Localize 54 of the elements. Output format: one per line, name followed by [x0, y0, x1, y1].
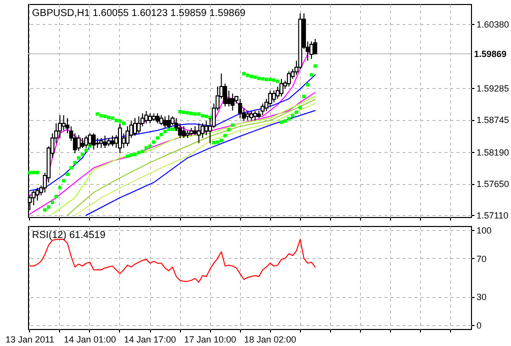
candlestick — [102, 135, 107, 148]
candlestick — [62, 114, 66, 131]
candlestick — [268, 90, 272, 107]
y-tick-label: 0 — [476, 320, 482, 331]
candlestick — [286, 70, 291, 88]
y-tick-label: 1.60380 — [476, 19, 510, 30]
candlestick — [156, 112, 160, 124]
candlestick — [132, 118, 137, 136]
chart-title: RSI(12) 61.4519 — [32, 230, 106, 241]
candlestick — [148, 112, 152, 124]
candlestick — [196, 122, 201, 144]
candlestick — [260, 102, 265, 116]
candlestick — [163, 116, 168, 129]
candlestick — [92, 132, 96, 150]
candlestick — [110, 135, 114, 147]
candlestick — [35, 187, 40, 202]
y-tick-label: 1.57650 — [476, 179, 510, 190]
candlestick — [76, 134, 81, 152]
candlestick — [32, 190, 36, 206]
candlestick — [136, 116, 141, 134]
y-tick-label: 1.58190 — [476, 148, 510, 158]
y-tick-label: 1.57110 — [476, 210, 508, 221]
candlestick — [88, 132, 92, 147]
candlestick — [313, 38, 318, 55]
chart-title: GBPUSD,H1 1.60055 1.60123 1.59859 1.59869 — [32, 8, 246, 19]
y-tick-label: 70 — [476, 254, 487, 264]
y-tick-label: 100 — [476, 225, 492, 236]
candlestick — [279, 78, 284, 97]
candlestick — [249, 110, 254, 121]
candlestick — [238, 98, 242, 119]
candlestick — [182, 126, 186, 139]
candlestick — [253, 110, 258, 121]
candlestick — [309, 40, 314, 60]
candlestick — [95, 138, 100, 148]
x-tick-label: 14 Jan 01:00 — [64, 334, 116, 344]
x-tick-label: 17 Jan 10:00 — [184, 334, 236, 344]
candlestick — [166, 114, 171, 129]
ref-line-label: 1.59869 — [474, 48, 507, 59]
x-tick-label: 18 Jan 02:00 — [244, 334, 296, 344]
y-tick-label: 1.58745 — [476, 115, 510, 126]
candlestick — [272, 90, 276, 103]
candlestick — [99, 138, 104, 148]
line-series — [29, 74, 316, 192]
line-series — [29, 238, 316, 283]
candlestick — [84, 135, 88, 148]
y-tick-label: 1.59285 — [476, 83, 510, 94]
candlestick — [118, 122, 122, 154]
candlestick — [246, 110, 250, 121]
candlestick — [144, 110, 148, 124]
x-tick-label: 14 Jan 17:00 — [124, 334, 176, 344]
candlestick — [230, 93, 235, 111]
y-tick-label: 30 — [476, 292, 487, 302]
x-tick-label: 13 Jan 2011 — [5, 334, 54, 344]
candlestick — [159, 114, 164, 126]
